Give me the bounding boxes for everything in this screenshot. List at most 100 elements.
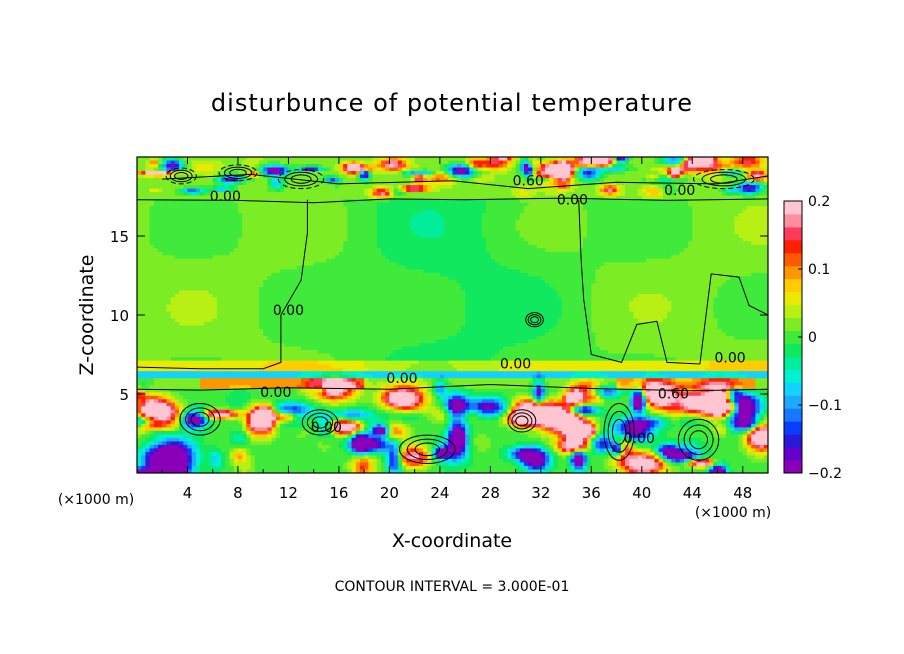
heatmap-cell bbox=[225, 255, 230, 260]
heatmap-cell bbox=[557, 241, 563, 246]
heatmap-cell bbox=[502, 230, 508, 235]
heatmap-cell bbox=[137, 216, 142, 221]
heatmap-cell bbox=[742, 265, 748, 270]
heatmap-cell bbox=[359, 227, 365, 232]
heatmap-cell bbox=[183, 174, 188, 179]
heatmap-cell bbox=[624, 181, 630, 186]
heatmap-cell bbox=[641, 188, 647, 193]
heatmap-cell bbox=[498, 241, 504, 246]
heatmap-cell bbox=[444, 237, 449, 242]
heatmap-cell bbox=[309, 251, 315, 256]
heatmap-cell bbox=[149, 178, 155, 182]
heatmap-cell bbox=[233, 157, 239, 161]
heatmap-cell bbox=[650, 171, 655, 175]
heatmap-cell bbox=[545, 209, 550, 214]
heatmap-cell bbox=[385, 206, 390, 211]
heatmap-cell bbox=[275, 227, 281, 232]
heatmap-cell bbox=[486, 223, 491, 228]
heatmap-cell bbox=[637, 181, 643, 186]
heatmap-cell bbox=[284, 272, 289, 277]
heatmap-cell bbox=[326, 185, 331, 189]
heatmap-cell bbox=[326, 216, 331, 221]
heatmap-cell bbox=[326, 157, 331, 161]
heatmap-cell bbox=[633, 160, 638, 165]
heatmap-cell bbox=[137, 227, 142, 232]
heatmap-cell bbox=[498, 209, 504, 214]
heatmap-cell bbox=[414, 230, 420, 235]
heatmap-cell bbox=[730, 185, 735, 189]
heatmap-cell bbox=[498, 164, 504, 168]
heatmap-cell bbox=[532, 188, 538, 193]
heatmap-cell bbox=[414, 181, 420, 186]
heatmap-cell bbox=[725, 157, 731, 161]
heatmap-cell bbox=[633, 157, 638, 161]
heatmap-cell bbox=[557, 174, 563, 179]
heatmap-cell bbox=[288, 199, 294, 204]
heatmap-cell bbox=[730, 202, 735, 207]
heatmap-cell bbox=[730, 220, 735, 225]
heatmap-cell bbox=[208, 185, 214, 189]
heatmap-cell bbox=[553, 171, 559, 175]
heatmap-cell bbox=[221, 237, 226, 242]
heatmap-cell bbox=[667, 248, 672, 253]
heatmap-cell bbox=[688, 213, 693, 218]
heatmap-cell bbox=[204, 178, 209, 182]
heatmap-cell bbox=[641, 206, 647, 211]
heatmap-cell bbox=[460, 237, 466, 242]
heatmap-cell bbox=[603, 244, 609, 249]
heatmap-cell bbox=[410, 213, 416, 218]
heatmap-cell bbox=[246, 213, 251, 218]
heatmap-cell bbox=[258, 174, 264, 179]
heatmap-cell bbox=[393, 188, 399, 193]
heatmap-cell bbox=[751, 244, 756, 249]
heatmap-cell bbox=[229, 181, 235, 186]
heatmap-cell bbox=[591, 255, 596, 260]
heatmap-cell bbox=[237, 181, 243, 186]
heatmap-cell bbox=[465, 188, 470, 193]
heatmap-cell bbox=[427, 230, 432, 235]
heatmap-cell bbox=[225, 192, 230, 197]
heatmap-cell bbox=[237, 171, 243, 175]
heatmap-cell bbox=[624, 195, 630, 200]
heatmap-cell bbox=[137, 262, 142, 267]
heatmap-cell bbox=[204, 269, 209, 274]
heatmap-cell bbox=[372, 230, 378, 235]
heatmap-cell bbox=[717, 202, 723, 207]
heatmap-cell bbox=[481, 188, 487, 193]
heatmap-cell bbox=[158, 174, 163, 179]
heatmap-cell bbox=[233, 244, 239, 249]
heatmap-cell bbox=[469, 248, 474, 253]
heatmap-cell bbox=[515, 181, 521, 186]
heatmap-cell bbox=[233, 206, 239, 211]
heatmap-cell bbox=[393, 199, 399, 204]
heatmap-cell bbox=[524, 202, 529, 207]
heatmap-cell bbox=[603, 213, 609, 218]
heatmap-cell bbox=[486, 213, 491, 218]
heatmap-cell bbox=[599, 160, 605, 165]
heatmap-cell bbox=[402, 195, 407, 200]
heatmap-cell bbox=[553, 199, 559, 204]
heatmap-cell bbox=[717, 234, 723, 239]
heatmap-cell bbox=[376, 181, 382, 186]
heatmap-cell bbox=[246, 258, 251, 263]
heatmap-cell bbox=[692, 157, 697, 161]
heatmap-cell bbox=[662, 160, 668, 165]
heatmap-cell bbox=[587, 241, 592, 246]
heatmap-cell bbox=[662, 199, 668, 204]
heatmap-cell bbox=[620, 171, 626, 175]
heatmap-cell bbox=[359, 195, 365, 200]
heatmap-cell bbox=[397, 195, 403, 200]
heatmap-cell bbox=[423, 209, 428, 214]
heatmap-cell bbox=[738, 160, 744, 165]
heatmap-cell bbox=[570, 220, 575, 225]
heatmap-cell bbox=[570, 265, 575, 270]
heatmap-cell bbox=[380, 202, 386, 207]
heatmap-cell bbox=[406, 160, 411, 165]
heatmap-cell bbox=[469, 244, 474, 249]
heatmap-cell bbox=[338, 227, 344, 232]
heatmap-cell bbox=[439, 251, 445, 256]
heatmap-cell bbox=[591, 185, 596, 189]
heatmap-cell bbox=[629, 167, 634, 172]
heatmap-cell bbox=[301, 185, 306, 189]
